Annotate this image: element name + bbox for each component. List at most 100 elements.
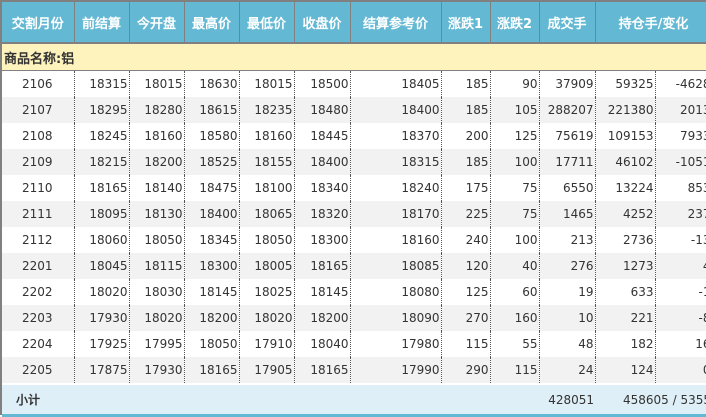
table-cell: 2110	[2, 175, 75, 201]
table-cell: 24	[539, 357, 596, 384]
table-row: 2203 17930 18020 18200 18020 18200 18090 270 160…	[2, 305, 706, 331]
table-cell: 7933	[655, 123, 706, 149]
table-cell: 18165	[294, 357, 351, 384]
table-cell: 18500	[294, 70, 351, 97]
column-header[interactable]: 今开盘	[129, 2, 185, 44]
table-cell: 46102	[595, 149, 656, 175]
table-cell: 17930	[129, 357, 185, 384]
table-cell: 18160	[350, 227, 442, 253]
table-cell: 18475	[184, 175, 240, 201]
table-cell: 17930	[74, 305, 130, 331]
table-row: 2106 18315 18015 18630 18015 18500 18405 185 90 3…	[2, 70, 706, 97]
table-cell: 18130	[129, 201, 185, 227]
table-cell: 18090	[350, 305, 442, 331]
table-cell: 18160	[129, 123, 185, 149]
table-cell: 18200	[129, 149, 185, 175]
table-cell: 18445	[294, 123, 351, 149]
table-cell: 17925	[74, 331, 130, 357]
table-cell: 19	[539, 279, 596, 305]
subtotal-label: 小计	[2, 383, 74, 417]
table-row: 2110 18165 18140 18475 18100 18340 18240 175 75 6…	[2, 175, 706, 201]
table-cell: 2201	[2, 253, 75, 279]
table-cell: 18405	[350, 70, 442, 97]
column-header[interactable]: 涨跌1	[441, 2, 491, 44]
table-cell: 17990	[350, 357, 442, 384]
table-cell: 2204	[2, 331, 75, 357]
table-cell: 105	[490, 97, 540, 123]
column-header[interactable]: 最高价	[184, 2, 240, 44]
table-cell: 18040	[294, 331, 351, 357]
table-cell: 18145	[294, 279, 351, 305]
table-cell: -1051	[655, 149, 706, 175]
table-row: 2201 18045 18115 18300 18005 18165 18085 120 40 2…	[2, 253, 706, 279]
table-cell: 18050	[184, 331, 240, 357]
table-cell: 2202	[2, 279, 75, 305]
table-cell: 290	[441, 357, 491, 384]
table-cell: 100	[490, 227, 540, 253]
table-cell: 18340	[294, 175, 351, 201]
table-cell: -1	[655, 279, 706, 305]
table-cell: 75619	[539, 123, 596, 149]
subtotal-spacer	[74, 383, 539, 417]
column-header[interactable]: 持仓手/变化	[595, 2, 706, 44]
table-cell: 18480	[294, 97, 351, 123]
table-cell: 633	[595, 279, 656, 305]
table-row: 2107 18295 18280 18615 18235 18480 18400 185 105…	[2, 97, 706, 123]
table-row: 2108 18245 18160 18580 18160 18445 18370 200 125…	[2, 123, 706, 149]
table-cell: 2107	[2, 97, 75, 123]
table-cell: 185	[441, 97, 491, 123]
table-cell: 2112	[2, 227, 75, 253]
table-cell: 60	[490, 279, 540, 305]
table-cell: 18235	[239, 97, 295, 123]
table-cell: 18060	[74, 227, 130, 253]
table-cell: 18165	[74, 175, 130, 201]
table-cell: 17875	[74, 357, 130, 384]
table-cell: 18320	[294, 201, 351, 227]
table-cell: -13	[655, 227, 706, 253]
table-cell: 853	[655, 175, 706, 201]
table-row: 2205 17875 17930 18165 17905 18165 17990 290 115…	[2, 357, 706, 384]
table-cell: 59325	[595, 70, 656, 97]
column-header[interactable]: 收盘价	[294, 2, 351, 44]
table-cell: 18630	[184, 70, 240, 97]
column-header[interactable]: 涨跌2	[490, 2, 540, 44]
table-cell: 18025	[239, 279, 295, 305]
table-cell: 6550	[539, 175, 596, 201]
table-cell: -4628	[655, 70, 706, 97]
column-header[interactable]: 交割月份	[2, 2, 75, 44]
table-cell: 17711	[539, 149, 596, 175]
table-cell: 18280	[129, 97, 185, 123]
table-cell: 200	[441, 123, 491, 149]
column-header[interactable]: 最低价	[239, 2, 295, 44]
table-cell: 240	[441, 227, 491, 253]
table-cell: 120	[441, 253, 491, 279]
table-cell: 18300	[184, 253, 240, 279]
table-cell: 237	[655, 201, 706, 227]
table-cell: 18095	[74, 201, 130, 227]
table-cell: 2736	[595, 227, 656, 253]
table-cell: 175	[441, 175, 491, 201]
table-cell: 18165	[294, 253, 351, 279]
table-cell: 13224	[595, 175, 656, 201]
table-cell: 2111	[2, 201, 75, 227]
table-cell: 2205	[2, 357, 75, 384]
table-cell: 18020	[74, 279, 130, 305]
table-cell: 125	[441, 279, 491, 305]
table-cell: 213	[539, 227, 596, 253]
table-cell: 115	[441, 331, 491, 357]
column-header[interactable]: 前结算	[74, 2, 130, 44]
table-cell: 18115	[129, 253, 185, 279]
table-cell: 18215	[74, 149, 130, 175]
table-row: 2109 18215 18200 18525 18155 18400 18315 185 100…	[2, 149, 706, 175]
table-cell: 2013	[655, 97, 706, 123]
table-cell: 18400	[184, 201, 240, 227]
table-cell: 124	[595, 357, 656, 384]
table-cell: 18020	[129, 305, 185, 331]
table-cell: 16	[655, 331, 706, 357]
table-cell: 40	[490, 253, 540, 279]
table-cell: 18140	[129, 175, 185, 201]
column-header[interactable]: 结算参考价	[350, 2, 442, 44]
table-cell: 18400	[350, 97, 442, 123]
column-header[interactable]: 成交手	[539, 2, 596, 44]
